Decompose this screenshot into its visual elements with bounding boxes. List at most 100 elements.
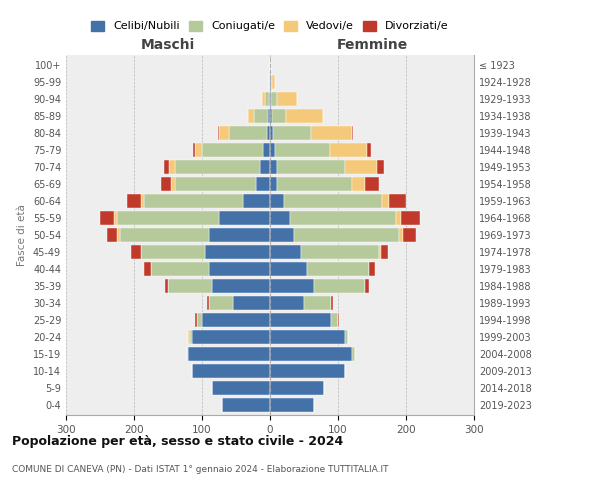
Bar bbox=[270, 194, 284, 208]
Bar bbox=[209, 228, 270, 242]
Bar bbox=[270, 364, 345, 378]
Bar bbox=[367, 143, 371, 158]
Bar bbox=[141, 245, 205, 259]
Bar bbox=[218, 126, 219, 140]
Bar bbox=[269, 75, 270, 90]
Bar bbox=[144, 262, 151, 276]
Bar bbox=[304, 296, 331, 310]
Bar bbox=[121, 228, 209, 242]
Bar bbox=[270, 126, 274, 140]
Bar bbox=[219, 211, 270, 225]
Bar bbox=[270, 398, 314, 412]
Bar bbox=[187, 346, 188, 361]
Bar bbox=[272, 109, 286, 124]
Bar bbox=[168, 278, 212, 293]
Bar bbox=[256, 177, 270, 192]
Bar bbox=[263, 143, 270, 158]
Bar bbox=[229, 126, 266, 140]
Bar bbox=[368, 262, 376, 276]
Bar bbox=[209, 262, 270, 276]
Bar bbox=[192, 330, 270, 344]
Bar bbox=[365, 278, 368, 293]
Y-axis label: Fasce di età: Fasce di età bbox=[17, 204, 27, 266]
Text: Femmine: Femmine bbox=[337, 38, 407, 52]
Bar bbox=[207, 296, 209, 310]
Bar bbox=[127, 194, 141, 208]
Bar bbox=[294, 228, 399, 242]
Bar bbox=[377, 160, 384, 174]
Bar bbox=[345, 330, 348, 344]
Bar bbox=[209, 296, 233, 310]
Bar bbox=[270, 330, 345, 344]
Bar bbox=[131, 245, 141, 259]
Bar bbox=[272, 75, 275, 90]
Bar bbox=[311, 126, 352, 140]
Bar bbox=[172, 177, 175, 192]
Bar bbox=[195, 312, 197, 327]
Bar bbox=[192, 364, 270, 378]
Bar bbox=[141, 194, 144, 208]
Bar bbox=[271, 92, 277, 106]
Bar bbox=[270, 143, 275, 158]
Bar bbox=[275, 143, 330, 158]
Bar bbox=[161, 177, 172, 192]
Bar bbox=[270, 228, 294, 242]
Bar bbox=[330, 143, 367, 158]
Bar bbox=[248, 109, 254, 124]
Bar bbox=[270, 346, 352, 361]
Bar bbox=[396, 211, 401, 225]
Bar bbox=[175, 177, 256, 192]
Bar bbox=[100, 211, 113, 225]
Bar bbox=[381, 245, 388, 259]
Bar bbox=[107, 228, 117, 242]
Bar bbox=[270, 92, 271, 106]
Bar bbox=[262, 92, 265, 106]
Text: Popolazione per età, sesso e stato civile - 2024: Popolazione per età, sesso e stato civil… bbox=[12, 435, 343, 448]
Bar bbox=[403, 228, 416, 242]
Legend: Celibi/Nubili, Coniugati/e, Vedovi/e, Divorziati/e: Celibi/Nubili, Coniugati/e, Vedovi/e, Di… bbox=[88, 18, 452, 35]
Bar bbox=[212, 380, 270, 395]
Bar bbox=[365, 177, 379, 192]
Bar bbox=[254, 109, 268, 124]
Bar bbox=[164, 278, 168, 293]
Bar bbox=[301, 245, 379, 259]
Bar bbox=[260, 160, 270, 174]
Bar bbox=[233, 296, 270, 310]
Bar bbox=[270, 296, 304, 310]
Bar bbox=[345, 160, 377, 174]
Bar bbox=[164, 160, 169, 174]
Bar bbox=[188, 330, 190, 344]
Bar bbox=[117, 228, 121, 242]
Bar bbox=[202, 312, 270, 327]
Bar bbox=[117, 211, 219, 225]
Bar bbox=[266, 126, 270, 140]
Bar bbox=[270, 380, 325, 395]
Bar bbox=[277, 92, 297, 106]
Bar bbox=[284, 194, 382, 208]
Bar bbox=[401, 211, 420, 225]
Bar bbox=[271, 75, 272, 90]
Bar bbox=[352, 177, 365, 192]
Bar bbox=[243, 194, 270, 208]
Bar bbox=[190, 330, 192, 344]
Bar bbox=[197, 312, 202, 327]
Bar bbox=[270, 177, 277, 192]
Bar bbox=[307, 262, 368, 276]
Bar bbox=[223, 398, 270, 412]
Bar bbox=[269, 92, 270, 106]
Text: COMUNE DI CANEVA (PN) - Dati ISTAT 1° gennaio 2024 - Elaborazione TUTTITALIA.IT: COMUNE DI CANEVA (PN) - Dati ISTAT 1° ge… bbox=[12, 465, 389, 474]
Bar bbox=[270, 160, 277, 174]
Bar bbox=[265, 92, 269, 106]
Bar bbox=[270, 75, 271, 90]
Bar bbox=[113, 211, 117, 225]
Bar bbox=[331, 312, 338, 327]
Bar bbox=[144, 194, 243, 208]
Bar bbox=[352, 346, 355, 361]
Bar bbox=[270, 312, 331, 327]
Bar bbox=[205, 245, 270, 259]
Bar bbox=[195, 143, 202, 158]
Bar bbox=[277, 177, 352, 192]
Bar bbox=[270, 109, 272, 124]
Bar bbox=[188, 346, 270, 361]
Bar bbox=[270, 278, 314, 293]
